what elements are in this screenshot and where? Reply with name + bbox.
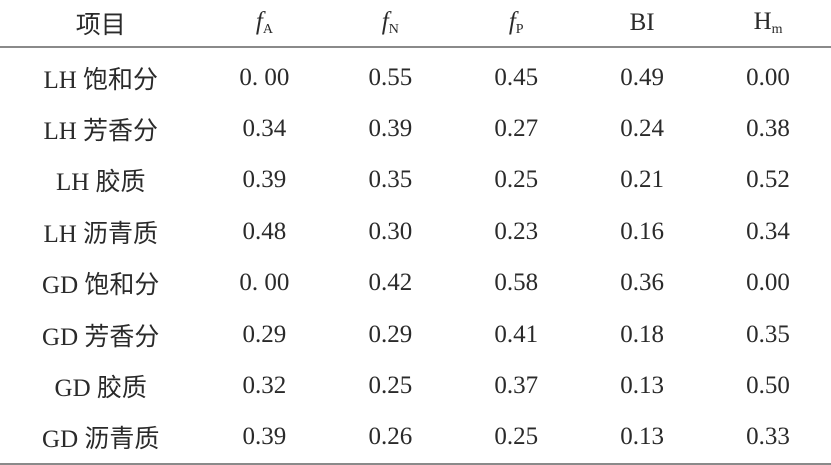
value-cell: 0.25 bbox=[494, 423, 539, 451]
value-cell: 0.39 bbox=[368, 115, 413, 143]
value-cell: 0.37 bbox=[494, 372, 539, 400]
value-cell: 0.34 bbox=[746, 217, 790, 245]
value-cell: 0.00 bbox=[746, 63, 790, 91]
value-cell: 0.52 bbox=[746, 166, 790, 194]
row-label-cell: LH 芳香分 bbox=[43, 118, 159, 146]
table-row: GD 芳香分 0.29 0.29 0.41 0.18 0.35 bbox=[0, 309, 831, 360]
value-cell: 0.29 bbox=[242, 320, 287, 348]
row-label-cell: GD 芳香分 bbox=[42, 323, 160, 351]
value-cell: 0.58 bbox=[494, 269, 539, 297]
value-cell: 0.41 bbox=[494, 320, 539, 348]
value-cell: 0.21 bbox=[620, 166, 664, 194]
value-cell: 0.18 bbox=[620, 320, 664, 348]
value-cell: 0.24 bbox=[620, 115, 664, 143]
value-cell: 0.25 bbox=[494, 166, 539, 194]
header-item: 项目 bbox=[0, 0, 201, 47]
row-label-cell: GD 胶质 bbox=[54, 375, 147, 403]
header-subscript: P bbox=[515, 22, 524, 37]
value-cell: 0.26 bbox=[368, 423, 413, 451]
row-label-cell: LH 胶质 bbox=[55, 169, 146, 197]
row-label-cell: GD 沥青质 bbox=[42, 426, 160, 454]
value-cell: 0.27 bbox=[494, 115, 539, 143]
value-cell: 0.39 bbox=[242, 166, 287, 194]
header-subscript: A bbox=[262, 22, 273, 37]
row-label-cell: GD 饱和分 bbox=[42, 272, 160, 300]
row-label-cell: LH 沥青质 bbox=[43, 220, 159, 248]
value-cell: 0.25 bbox=[368, 372, 413, 400]
header-subscript: N bbox=[388, 22, 399, 37]
value-cell: 0.23 bbox=[494, 217, 539, 245]
table-row: LH 饱和分 0. 00 0.55 0.45 0.49 0.00 bbox=[0, 47, 831, 103]
header-row: 项目 fA fN fP BI Hm bbox=[0, 0, 831, 47]
table-row: LH 沥青质 0.48 0.30 0.23 0.16 0.34 bbox=[0, 206, 831, 257]
header-fn: fN bbox=[327, 0, 453, 47]
value-cell: 0.29 bbox=[368, 320, 413, 348]
value-cell: 0.00 bbox=[746, 269, 790, 297]
value-cell: 0.33 bbox=[746, 423, 790, 451]
header-symbol: f bbox=[255, 8, 263, 35]
header-label: 项目 bbox=[75, 12, 126, 39]
header-fp: fP bbox=[453, 0, 579, 47]
table-row: LH 芳香分 0.34 0.39 0.27 0.24 0.38 bbox=[0, 103, 831, 154]
value-cell: 0. 00 bbox=[239, 269, 290, 297]
value-cell: 0.13 bbox=[620, 372, 664, 400]
header-hm: Hm bbox=[705, 0, 831, 47]
table-row: GD 沥青质 0.39 0.26 0.25 0.13 0.33 bbox=[0, 412, 831, 465]
value-cell: 0.16 bbox=[620, 217, 664, 245]
value-cell: 0.45 bbox=[494, 63, 539, 91]
value-cell: 0.39 bbox=[242, 423, 287, 451]
value-cell: 0.42 bbox=[368, 269, 413, 297]
table-row: LH 胶质 0.39 0.35 0.25 0.21 0.52 bbox=[0, 155, 831, 206]
value-cell: 0.35 bbox=[368, 166, 413, 194]
row-label-cell: LH 饱和分 bbox=[43, 66, 159, 94]
value-cell: 0.49 bbox=[620, 63, 664, 91]
header-fa: fA bbox=[201, 0, 327, 47]
value-cell: 0.35 bbox=[746, 320, 790, 348]
header-label: BI bbox=[629, 9, 655, 36]
table-row: GD 胶质 0.32 0.25 0.37 0.13 0.50 bbox=[0, 360, 831, 411]
value-cell: 0.48 bbox=[242, 217, 287, 245]
value-cell: 0.50 bbox=[746, 372, 790, 400]
header-symbol: f bbox=[508, 8, 516, 35]
value-cell: 0.34 bbox=[242, 115, 287, 143]
value-cell: 0. 00 bbox=[239, 63, 290, 91]
header-symbol: f bbox=[381, 8, 389, 35]
value-cell: 0.30 bbox=[368, 217, 413, 245]
header-symbol: H bbox=[753, 8, 772, 35]
value-cell: 0.55 bbox=[368, 63, 413, 91]
value-cell: 0.13 bbox=[620, 423, 664, 451]
header-bi: BI bbox=[579, 0, 705, 47]
table-row: GD 饱和分 0. 00 0.42 0.58 0.36 0.00 bbox=[0, 258, 831, 309]
value-cell: 0.36 bbox=[620, 269, 664, 297]
value-cell: 0.38 bbox=[746, 115, 790, 143]
header-subscript: m bbox=[771, 22, 783, 37]
value-cell: 0.32 bbox=[242, 372, 287, 400]
